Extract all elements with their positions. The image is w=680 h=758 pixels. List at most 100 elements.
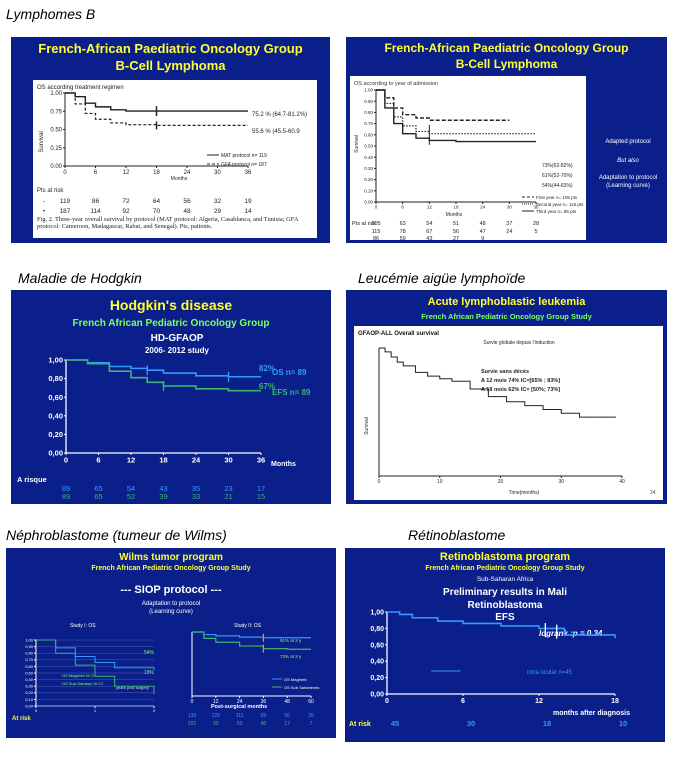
panel2-risk-3: 9 [481,236,484,240]
panel1-xtick-label: 30 [214,170,221,176]
panel5-s1-series-line [36,639,155,695]
panel5-s1-xtick-label: 2 [153,708,156,713]
caption-retino: Rétinoblastome [408,527,506,543]
panel6-ytick-label: 0,40 [370,659,384,666]
panel3-subtitle: French African Pediatric Oncology Group [72,318,270,329]
panel3-risk-os: 54 [127,484,135,493]
panel2-xtick-label: 0 [375,205,378,210]
panel3-risk-efs: 39 [159,492,167,501]
panel6-ytick-label: 0,00 [370,691,384,698]
panel5-study2-title: Study II: OS [234,623,262,629]
panel5-s2-xtick-label: 48 [284,699,290,705]
panel5-title: Wilms tumor program [119,552,223,563]
panel3-risk-os: 35 [192,484,200,493]
panel5-risk-1: 35 [308,713,314,719]
panel3-risk-os: 43 [159,484,167,493]
panel6-subtitle: French African Pediatric Oncology Group … [425,565,585,572]
panel5-s2-leg2: OS Sub Saharienes [284,685,319,690]
panel3-risk-os: 23 [224,484,232,493]
panel1-title-line2: B-Cell Lymphoma [115,58,226,73]
panel6-risk: 10 [619,719,627,728]
panel6-logrank: logrank :p = 0.34 [539,629,603,638]
panel2-figure: OS according to year of admission Surviv… [350,76,586,242]
panel6-xtick-label: 12 [535,698,543,705]
panel2-series-line [376,89,510,121]
panel3-ytick-label: 0,00 [48,449,63,458]
panel3-xtick-label: 6 [96,456,100,465]
panel2-xtick-label: 18 [453,205,459,210]
panel1-xtick-label: 24 [184,170,191,176]
panel3-ytick-label: 0,20 [48,430,63,439]
panel2-title-line2: B-Cell Lymphoma [455,57,558,71]
panel3-series-line [66,359,261,392]
panel2-ylabel: Survival [354,135,360,153]
panel2-risk-1: 37 [506,221,512,227]
panel3-series-line [66,359,261,378]
panel3-risk-efs: 15 [257,492,265,501]
panel5-risk-1: 111 [236,713,244,719]
panel4-note-2: A 12 mois 74% IC=[65% ; 83%] [481,378,560,384]
panel6-efs: EFS [495,612,515,623]
panel5-risk-2: 7 [310,721,313,727]
panel5-risk-1: 99 [261,713,267,719]
panel2-risk-2: 67 [426,229,432,235]
panel2-xtick-label: 12 [427,205,433,210]
panel1-risk-mat: 64 [153,198,161,205]
panel3-xtick-label: 18 [159,456,167,465]
panel2-xtick-label: 30 [507,205,513,210]
panel2-side-learning: (Learning curve) [606,183,650,189]
panel1-fig-caption-box: Fig. 2. Three-year overall survival by p… [37,216,298,230]
panel6-series-line [387,611,616,639]
panel3-title: Hodgkin's disease [109,297,233,313]
panel1-xtick-label: 0 [63,170,67,176]
panel1-ytick-label: 0.75 [50,109,62,115]
panel-all: Acute lymphoblastic leukemia French Afri… [346,290,667,504]
panel3-study-period: 2006- 2012 study [144,346,210,355]
panel1-risk-mat-marker: - [43,199,45,205]
panel2-risk-2: 115 [372,229,381,235]
panel4-page-number: 24 [650,490,656,496]
panel5-s1-ytick-label: 0,60 [25,664,34,669]
panel4-figure: GFAOP-ALL Overall survival Survie global… [354,326,663,500]
panel5-risk-2: 90 [213,721,219,727]
panel2-ytick-label: 1.00 [364,88,373,93]
panel6-ytick-label: 0,80 [370,626,384,633]
caption-lymphomes-b: Lymphomes B [6,6,96,22]
panel1-risk-gfa: 14 [244,208,252,215]
panel2-risk-1: 51 [453,221,459,227]
panel-retino: Retinoblastoma program French African Pe… [345,548,665,742]
panel1-figure: OS according treatment regimen Survival … [33,80,317,238]
panel2-series-line [376,89,536,135]
panel1-xtick-label: 12 [123,170,130,176]
panel1-risk-mat: 19 [244,198,252,205]
panel1-risk-gfa: 70 [153,208,161,215]
panel5-post-surgical: Post-surgical months [211,704,267,710]
panel6-xtick-label: 6 [461,698,465,705]
panel1-subtitle: OS according treatment regimen [37,85,124,91]
panel1-xlabel: Months [171,176,188,182]
panel2-chart: OS according to year of admission Surviv… [352,81,584,242]
panel6-risk: 18 [543,719,551,728]
panel1-title-line1: French-African Paediatric Oncology Group [38,41,303,56]
panel1-risk-mat: 32 [214,198,222,205]
panel2-ytick-label: 0.70 [364,121,373,126]
panel-wilms: Wilms tumor program French African Pedia… [6,548,336,738]
panel1-risk-gfa: 48 [183,208,191,215]
panel2-risk-1: 63 [400,221,406,227]
panel2-xtick-label: 36 [533,205,539,210]
panel6-xtick-label: 18 [611,698,619,705]
caption-wilms: Néphroblastome (tumeur de Wilms) [6,527,227,543]
panel5-s2-series-line [192,631,311,639]
panel5-s2-series-line [192,631,311,650]
panel6-region: Sub-Saharan Africa [476,576,534,583]
panel6-prelim: Preliminary results in Mali [443,587,567,598]
panel1-legend-mat: MAT protocol n= 119 [221,153,267,159]
panel6-ytick-label: 1,00 [370,609,384,616]
panel2-ytick-label: 0.90 [364,99,373,104]
panel3-risk-efs: 52 [127,492,135,501]
panel2-ytick-label: 0.10 [364,188,373,193]
panel5-subtitle: French African Pediatric Oncology Group … [91,565,251,572]
panel2-risk-2: 5 [534,229,537,235]
panel5-s1-leg2: OS Sub-Saharan N=72 [62,681,104,686]
panel1-label-gfa: 55.6 % (45.5-60.9 [252,129,300,135]
